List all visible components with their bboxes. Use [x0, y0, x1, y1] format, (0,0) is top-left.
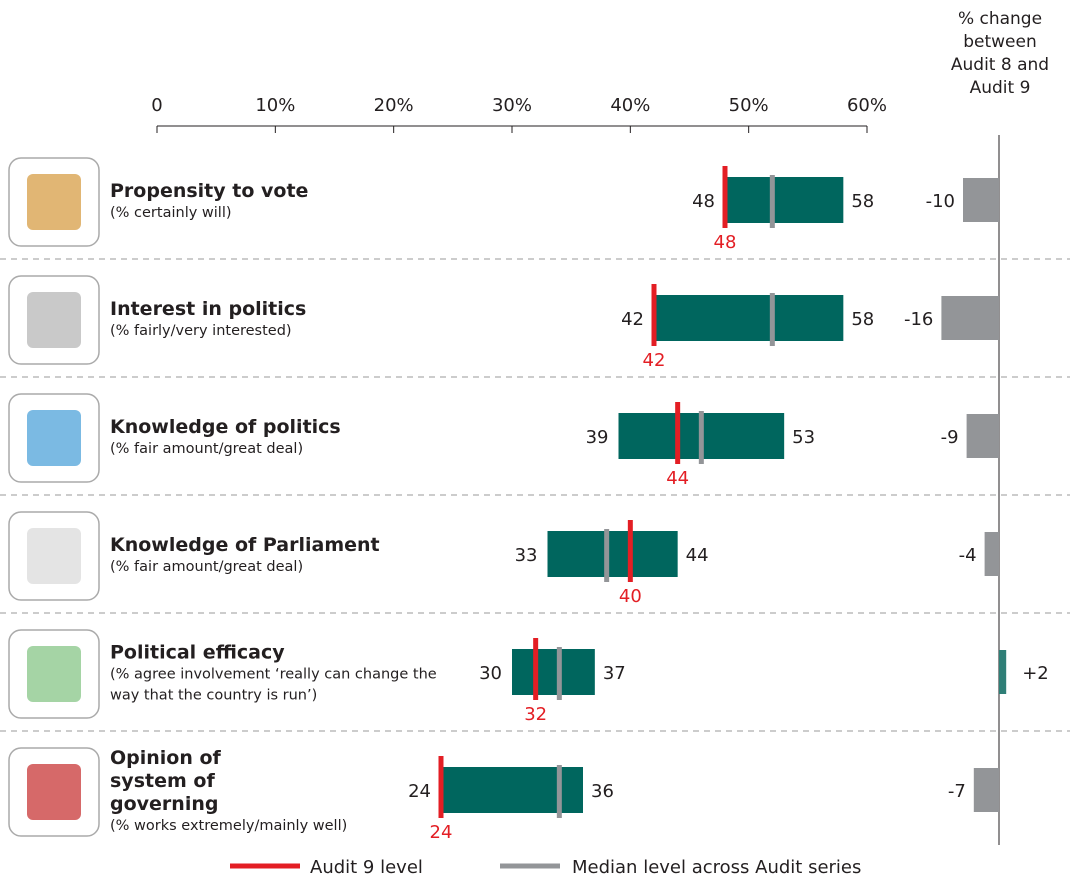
audit9-label: 32 — [524, 704, 547, 725]
row-label: Interest in politics (% fairly/very inter… — [110, 298, 450, 342]
high-label: 58 — [851, 309, 874, 330]
row-title: Knowledge of Parliament — [110, 534, 380, 556]
audit9-label: 48 — [714, 232, 737, 253]
high-label: 37 — [603, 663, 626, 684]
low-label: 39 — [586, 427, 609, 448]
x-tick-label: 10% — [255, 95, 295, 116]
row-subtitle: (% agree involvement ‘really can change … — [110, 666, 437, 704]
change-label: +2 — [1022, 663, 1049, 684]
x-tick-label: 30% — [492, 95, 532, 116]
change-label: -16 — [904, 309, 933, 330]
range-bar — [725, 177, 844, 223]
low-label: 24 — [408, 781, 431, 802]
low-label: 48 — [692, 191, 715, 212]
x-tick-label: 20% — [374, 95, 414, 116]
row-label: Knowledge of Parliament (% fair amount/gr… — [110, 534, 450, 578]
row-subtitle: (% certainly will) — [110, 205, 232, 221]
icon — [27, 764, 81, 820]
low-label: 42 — [621, 309, 644, 330]
range-bar — [547, 531, 678, 577]
row-title: Political efficacy — [110, 641, 285, 664]
row-title: Opinion of system of governing — [110, 747, 221, 815]
high-label: 36 — [591, 781, 614, 802]
row-title: Knowledge of politics — [110, 416, 341, 438]
change-bar — [973, 768, 999, 812]
high-label: 44 — [686, 545, 709, 566]
icon — [27, 646, 81, 702]
low-label: 30 — [479, 663, 502, 684]
icon — [27, 410, 81, 466]
x-tick-label: 60% — [847, 95, 887, 116]
icon — [27, 292, 81, 348]
x-tick-label: 0 — [151, 95, 162, 116]
high-label: 53 — [792, 427, 815, 448]
high-label: 58 — [851, 191, 874, 212]
change-header: % change between Audit 8 and Audit 9 — [950, 9, 1050, 98]
legend-label: Median level across Audit series — [572, 857, 861, 878]
row-label: Opinion of system of governing (% works e… — [110, 747, 450, 837]
x-tick-label: 40% — [610, 95, 650, 116]
icon — [27, 174, 81, 230]
range-bar — [654, 295, 844, 341]
row-subtitle: (% works extremely/mainly well) — [110, 818, 348, 834]
row-title: Propensity to vote — [110, 180, 309, 202]
audit9-label: 24 — [430, 822, 453, 843]
row-label: Political efficacy (% agree involvement ‘… — [110, 642, 440, 707]
change-bar — [966, 414, 999, 458]
change-label: -10 — [926, 191, 955, 212]
change-bar — [984, 532, 999, 576]
change-label: -4 — [959, 545, 977, 566]
row-subtitle: (% fairly/very interested) — [110, 323, 292, 339]
change-bar — [999, 650, 1007, 694]
change-bar — [941, 296, 999, 340]
row-label: Knowledge of politics (% fair amount/grea… — [110, 416, 450, 460]
audit9-label: 42 — [643, 350, 666, 371]
change-label: -7 — [948, 781, 966, 802]
change-label: -9 — [941, 427, 959, 448]
audit9-label: 40 — [619, 586, 642, 607]
row-subtitle: (% fair amount/great deal) — [110, 559, 304, 575]
row-subtitle: (% fair amount/great deal) — [110, 441, 304, 457]
change-bar — [963, 178, 999, 222]
range-bar — [512, 649, 595, 695]
audit9-label: 44 — [666, 468, 689, 489]
low-label: 33 — [515, 545, 538, 566]
icon — [27, 528, 81, 584]
row-label: Propensity to vote (% certainly will) — [110, 180, 450, 224]
legend-label: Audit 9 level — [310, 857, 423, 878]
x-tick-label: 50% — [729, 95, 769, 116]
row-title: Interest in politics — [110, 298, 307, 320]
